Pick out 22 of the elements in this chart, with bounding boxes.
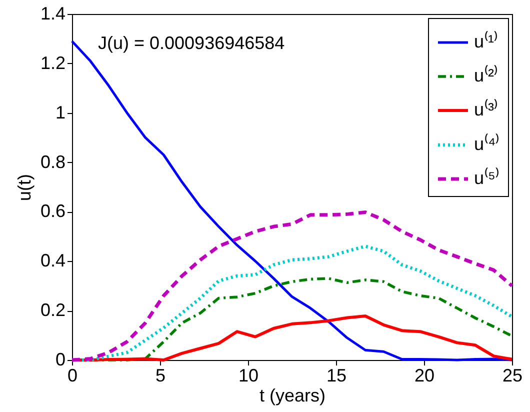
y-tick-label: 0.4 xyxy=(40,250,66,271)
legend-label: u⁽³⁾ xyxy=(474,98,498,120)
x-tick-label: 10 xyxy=(238,366,259,386)
y-tick-label: 1.4 xyxy=(40,4,66,24)
x-tick-label: 25 xyxy=(502,366,523,386)
x-tick-label: 15 xyxy=(326,366,347,386)
y-tick-label: 0.2 xyxy=(40,300,66,320)
line-series xyxy=(70,210,514,362)
legend-label: u⁽¹⁾ xyxy=(474,30,498,52)
x-tick-label: 20 xyxy=(414,366,435,386)
y-tick-label: 0.8 xyxy=(40,152,66,172)
legend-label: u⁽⁴⁾ xyxy=(474,133,500,154)
x-tick-label: 5 xyxy=(155,366,166,386)
x-axis-title: t (years) xyxy=(259,386,326,406)
y-tick-label: 1 xyxy=(55,102,66,122)
annotation: J(u) = 0.000936946584 xyxy=(98,33,285,53)
legend-label: u⁽²⁾ xyxy=(474,64,498,86)
y-tick-label: 0.6 xyxy=(40,201,66,222)
legend-label: u⁽⁵⁾ xyxy=(474,167,500,188)
y-axis-title: u(t) xyxy=(14,174,34,201)
y-tick-label: 1.2 xyxy=(40,52,66,73)
y-tick-label: 0 xyxy=(55,350,66,370)
